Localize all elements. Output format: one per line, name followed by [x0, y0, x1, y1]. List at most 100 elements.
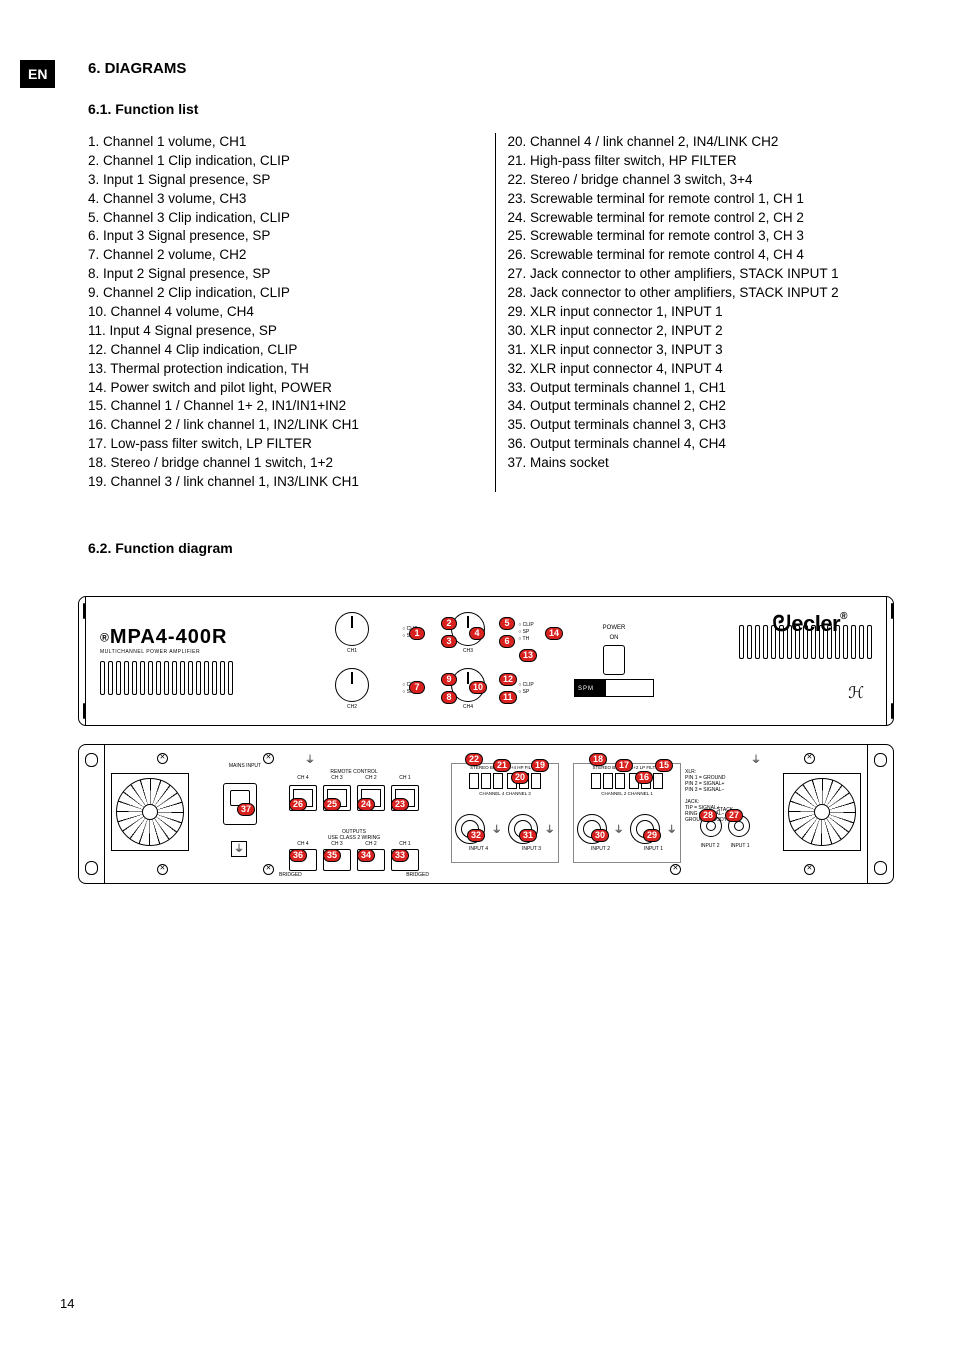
callout-badge: 23	[391, 798, 409, 811]
screw-icon	[263, 864, 274, 875]
callout-badge: 26	[289, 798, 307, 811]
subsection-1-title: 6.1. Function list	[88, 101, 894, 117]
callout-badge: 12	[499, 673, 517, 686]
power-label: POWER	[603, 625, 626, 631]
function-list-item: 37. Mains socket	[508, 454, 895, 473]
callout-badge: 19	[531, 759, 549, 772]
callout-badge: 36	[289, 849, 307, 862]
brand-signature: ℋ	[672, 683, 864, 703]
callout-badge: 11	[499, 691, 517, 704]
rack-handle-right	[886, 597, 893, 725]
function-list-item: 27. Jack connector to other amplifiers, …	[508, 265, 895, 284]
callout-badge: 34	[357, 849, 375, 862]
function-list-item: 6. Input 3 Signal presence, SP	[88, 227, 475, 246]
callout-badge: 15	[655, 759, 673, 772]
knob-ch1: CH1	[335, 612, 369, 654]
function-list-left-col: 1. Channel 1 volume, CH12. Channel 1 Cli…	[88, 133, 496, 492]
remote-ch-label: CH 2	[357, 775, 385, 781]
screw-icon	[804, 753, 815, 764]
subsection-2-title: 6.2. Function diagram	[88, 540, 894, 556]
callout-badge: 25	[323, 798, 341, 811]
callout-badge: 29	[643, 829, 661, 842]
fan-left	[111, 773, 189, 851]
callout-badge: 37	[237, 803, 255, 816]
output-ch-label: CH 4	[289, 841, 317, 847]
function-list-item: 9. Channel 2 Clip indication, CLIP	[88, 284, 475, 303]
model-block: ®MPA4-400R MULTICHANNEL POWER AMPLIFIER	[100, 626, 310, 695]
screw-icon	[670, 864, 681, 875]
screw-icon	[157, 753, 168, 764]
output-ch-label: CH 1	[391, 841, 419, 847]
callout-badge: 35	[323, 849, 341, 862]
callout-badge: 33	[391, 849, 409, 862]
callout-badge: 2	[441, 617, 457, 630]
callout-badge: 18	[589, 753, 607, 766]
input-label: INPUT 3	[522, 846, 541, 852]
function-list-item: 30. XLR input connector 2, INPUT 2	[508, 322, 895, 341]
front-panel: ®MPA4-400R MULTICHANNEL POWER AMPLIFIER …	[78, 596, 894, 726]
screw-icon	[157, 864, 168, 875]
function-list-item: 7. Channel 2 volume, CH2	[88, 246, 475, 265]
function-list-item: 21. High-pass filter switch, HP FILTER	[508, 152, 895, 171]
ch34-name: CHANNEL 4 CHANNEL 3	[452, 791, 558, 796]
diagram-block: ®MPA4-400R MULTICHANNEL POWER AMPLIFIER …	[78, 596, 894, 884]
callout-badge: 10	[469, 681, 487, 694]
function-list-right-col: 20. Channel 4 / link channel 2, IN4/LINK…	[496, 133, 895, 492]
function-list-item: 22. Stereo / bridge channel 3 switch, 3+…	[508, 171, 895, 190]
function-list-item: 5. Channel 3 Clip indication, CLIP	[88, 209, 475, 228]
function-list-item: 4. Channel 3 volume, CH3	[88, 190, 475, 209]
function-list-item: 29. XLR input connector 1, INPUT 1	[508, 303, 895, 322]
earth-icon	[231, 841, 247, 857]
function-list-item: 33. Output terminals channel 1, CH1	[508, 379, 895, 398]
led-col-4: ○ CLIP○ SP	[518, 682, 534, 696]
function-list-item: 3. Input 1 Signal presence, SP	[88, 171, 475, 190]
rear-panel-body: ⏚ ⏚ MAINS INPUT REMOTE CONTROL CH 4 CH 3…	[111, 745, 861, 883]
output-ch-label: CH 3	[323, 841, 351, 847]
function-list-item: 1. Channel 1 volume, CH1	[88, 133, 475, 152]
function-list-item: 14. Power switch and pilot light, POWER	[88, 379, 475, 398]
brand-block: ᘎecler® ℋ	[672, 619, 872, 703]
knob-cluster: CH1 ○ CLIP○ SP CH3 ○ CLIP○ SP○ TH CH2 ○ …	[328, 607, 550, 715]
input-label: INPUT 2	[591, 846, 610, 852]
spm-logo: SPM	[574, 679, 654, 697]
callout-badge: 31	[519, 829, 537, 842]
function-list-item: 26. Screwable terminal for remote contro…	[508, 246, 895, 265]
callout-badge: 1	[409, 627, 425, 640]
function-list-item: 19. Channel 3 / link channel 1, IN3/LINK…	[88, 473, 475, 492]
function-list-item: 18. Stereo / bridge channel 1 switch, 1+…	[88, 454, 475, 473]
channel-34-section: STEREO BRIDGE 3+4 HP FILTER CHANNEL 4 CH…	[451, 763, 559, 863]
screw-icon	[804, 864, 815, 875]
section-title: 6. DIAGRAMS	[88, 60, 894, 77]
page: EN 6. DIAGRAMS 6.1. Function list 1. Cha…	[0, 0, 954, 1351]
function-list-item: 32. XLR input connector 4, INPUT 4	[508, 360, 895, 379]
function-list-item: 34. Output terminals channel 2, CH2	[508, 397, 895, 416]
knob-ch2: CH2	[335, 668, 369, 710]
function-list-item: 16. Channel 2 / link channel 1, IN2/LINK…	[88, 416, 475, 435]
fan-right	[783, 773, 861, 851]
callout-badge: 22	[465, 753, 483, 766]
on-label: ON	[610, 635, 619, 641]
callout-badge: 3	[441, 635, 457, 648]
callout-badge: 7	[409, 681, 425, 694]
bridged-label: BRIDGED	[279, 872, 302, 878]
callout-badge: 30	[591, 829, 609, 842]
callout-badge: 28	[699, 809, 717, 822]
callout-badge: 16	[635, 771, 653, 784]
callout-badge: 8	[441, 691, 457, 704]
function-list-item: 13. Thermal protection indication, TH	[88, 360, 475, 379]
rear-panel: ⏚ ⏚ MAINS INPUT REMOTE CONTROL CH 4 CH 3…	[78, 744, 894, 884]
input-label: INPUT 2	[700, 843, 719, 849]
remote-ch-label: CH 4	[289, 775, 317, 781]
function-list-item: 24. Screwable terminal for remote contro…	[508, 209, 895, 228]
brand-logo: ᘎecler®	[773, 611, 847, 637]
function-list-item: 17. Low-pass filter switch, LP FILTER	[88, 435, 475, 454]
function-list-item: 35. Output terminals channel 3, CH3	[508, 416, 895, 435]
function-list-item: 10. Channel 4 volume, CH4	[88, 303, 475, 322]
function-list-item: 23. Screwable terminal for remote contro…	[508, 190, 895, 209]
ch12-name: CHANNEL 2 CHANNEL 1	[574, 791, 680, 796]
callout-badge: 21	[493, 759, 511, 772]
function-list-item: 31. XLR input connector 3, INPUT 3	[508, 341, 895, 360]
function-list-item: 28. Jack connector to other amplifiers, …	[508, 284, 895, 303]
output-ch-label: CH 2	[357, 841, 385, 847]
callout-badge: 6	[499, 635, 515, 648]
